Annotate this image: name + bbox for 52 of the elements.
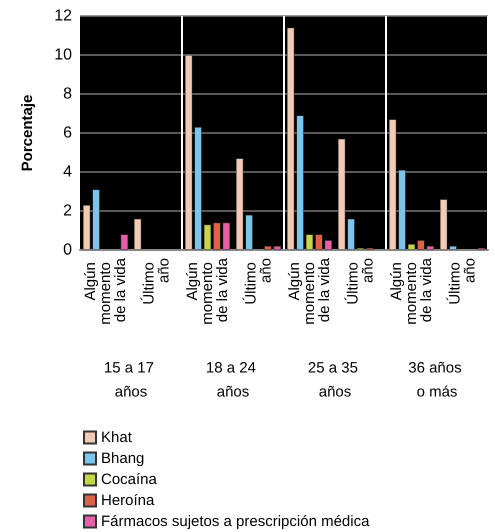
bar <box>236 158 244 250</box>
bar <box>417 240 425 250</box>
y-tick-label: 10 <box>54 46 72 64</box>
bar <box>274 246 281 250</box>
x-tick-label: Algún momento de la vida <box>184 257 231 325</box>
bar <box>287 28 294 250</box>
bar <box>264 246 272 250</box>
y-axis-title: Porcentaje <box>19 94 36 172</box>
bar <box>347 218 355 250</box>
x-tick-label: Último año <box>446 258 478 305</box>
bar <box>408 244 416 250</box>
bar <box>120 234 128 250</box>
bar <box>134 218 142 250</box>
text: 18 a 24 años <box>206 360 260 400</box>
bar <box>213 222 221 250</box>
y-tick-label: 8 <box>63 86 72 102</box>
y-tick-label: 4 <box>63 164 72 180</box>
bar <box>306 234 314 250</box>
text: 25 a 35 años <box>308 360 362 400</box>
x-tick-label: Algún momento de la vida <box>388 257 435 325</box>
bar <box>245 214 253 250</box>
bar <box>222 222 230 250</box>
bar <box>398 170 406 250</box>
x-tick-label: Último año <box>344 258 376 305</box>
bar <box>324 240 332 250</box>
bar <box>440 199 448 250</box>
y-tick-label: 0 <box>63 242 72 258</box>
text: 15 a 17 años <box>104 360 158 400</box>
text: 36 años o más <box>408 360 466 400</box>
y-tick-label: 6 <box>63 124 72 142</box>
bar <box>296 115 304 250</box>
bar <box>92 190 100 250</box>
bar <box>449 246 457 250</box>
y-tick-label: 2 <box>63 202 72 220</box>
bar <box>426 246 434 250</box>
x-tick-label: Último año <box>242 258 274 305</box>
x-tick-label: Último año <box>140 258 172 305</box>
bar <box>204 224 212 250</box>
bar <box>83 205 90 250</box>
legend-label: Cocaína <box>101 471 158 488</box>
bar <box>185 55 192 250</box>
x-tick-label: Algún momento de la vida <box>82 257 129 325</box>
legend-label: Bhang <box>101 450 144 467</box>
legend-label: Heroína <box>101 492 156 509</box>
legend-label: Khat <box>101 429 133 446</box>
bar <box>338 138 346 250</box>
bar <box>315 234 323 250</box>
bar <box>389 119 396 250</box>
x-tick-label: Algún momento de la vida <box>286 257 333 325</box>
legend-label: Fármacos sujetos a prescripción médica <box>101 513 370 530</box>
y-tick-label: 12 <box>54 8 72 24</box>
bar <box>194 127 202 250</box>
